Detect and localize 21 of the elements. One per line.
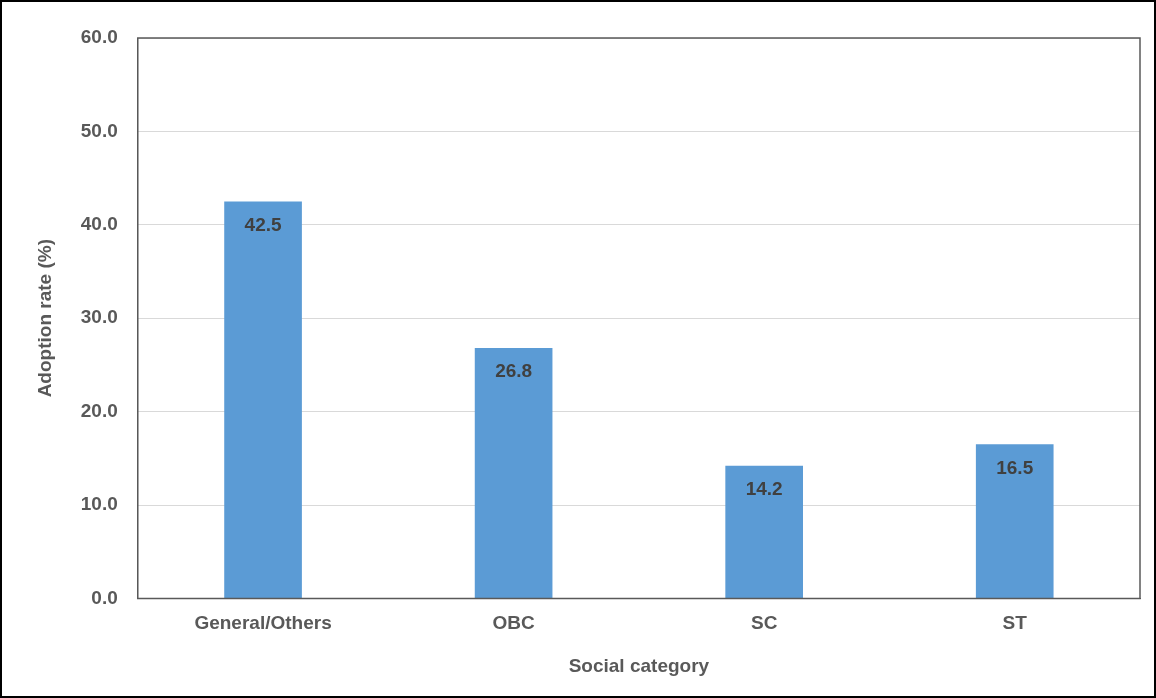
data-label: 42.5 xyxy=(244,213,282,235)
y-tick-label: 0.0 xyxy=(91,586,118,608)
bar xyxy=(975,444,1054,598)
x-tick-label: ST xyxy=(1002,612,1028,634)
x-tick-label: SC xyxy=(750,612,778,634)
y-tick-label: 50.0 xyxy=(80,119,118,141)
y-axis-title: Adoption rate (%) xyxy=(33,239,55,398)
data-label: 14.2 xyxy=(745,478,783,500)
bar xyxy=(725,465,803,598)
x-axis-title: Social category xyxy=(568,654,710,676)
data-label: 26.8 xyxy=(495,360,533,382)
bar xyxy=(474,348,553,598)
y-tick-label: 60.0 xyxy=(80,26,118,48)
bar xyxy=(224,201,302,598)
y-tick-label: 30.0 xyxy=(80,306,118,328)
data-label: 16.5 xyxy=(996,456,1034,478)
y-tick-label: 40.0 xyxy=(80,213,118,235)
y-tick-label: 10.0 xyxy=(80,493,118,515)
x-tick-label: OBC xyxy=(492,612,535,634)
y-tick-label: 20.0 xyxy=(80,399,118,421)
x-tick-label: General/Others xyxy=(194,612,332,634)
